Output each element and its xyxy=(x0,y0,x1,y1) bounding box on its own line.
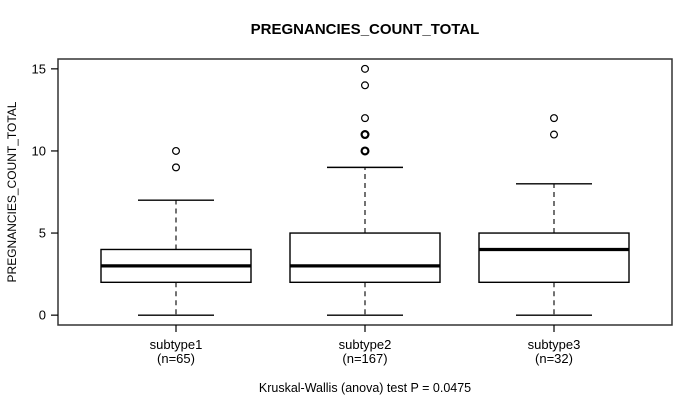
boxplot-group-subtype3 xyxy=(478,114,630,316)
outlier-point xyxy=(361,64,370,73)
group-sublabel: (n=167) xyxy=(342,351,387,366)
outlier-point xyxy=(361,81,370,90)
y-axis: 0 5 10 15 xyxy=(32,61,58,323)
outlier-point xyxy=(360,130,370,140)
stat-test-footer: Kruskal-Wallis (anova) test P = 0.0475 xyxy=(259,381,471,395)
group-label: subtype1 xyxy=(150,337,203,352)
group-label: subtype2 xyxy=(339,337,392,352)
outlier-point xyxy=(549,114,558,123)
iqr-box xyxy=(289,232,441,284)
boxplot-groups xyxy=(100,64,630,316)
iqr-box xyxy=(478,232,630,284)
chart-title: PREGNANCIES_COUNT_TOTAL xyxy=(251,21,480,38)
outlier-point xyxy=(172,163,181,172)
outlier-point xyxy=(361,114,370,123)
group-sublabel: (n=65) xyxy=(157,351,195,366)
boxplot-group-subtype2 xyxy=(289,64,441,316)
outlier-point xyxy=(360,146,370,156)
y-tick-label: 0 xyxy=(39,308,46,323)
boxplot-group-subtype1 xyxy=(100,146,252,316)
outlier-point xyxy=(549,130,558,139)
y-tick-label: 15 xyxy=(32,61,46,76)
outlier-point xyxy=(172,146,181,155)
y-tick-label: 5 xyxy=(39,226,46,241)
group-label: subtype3 xyxy=(528,337,581,352)
x-axis: subtype1(n=65) subtype2(n=167) subtype3(n=… xyxy=(150,325,581,366)
group-sublabel: (n=32) xyxy=(535,351,573,366)
y-axis-label: PREGNANCIES_COUNT_TOTAL xyxy=(5,101,19,282)
y-tick-label: 10 xyxy=(32,143,46,158)
